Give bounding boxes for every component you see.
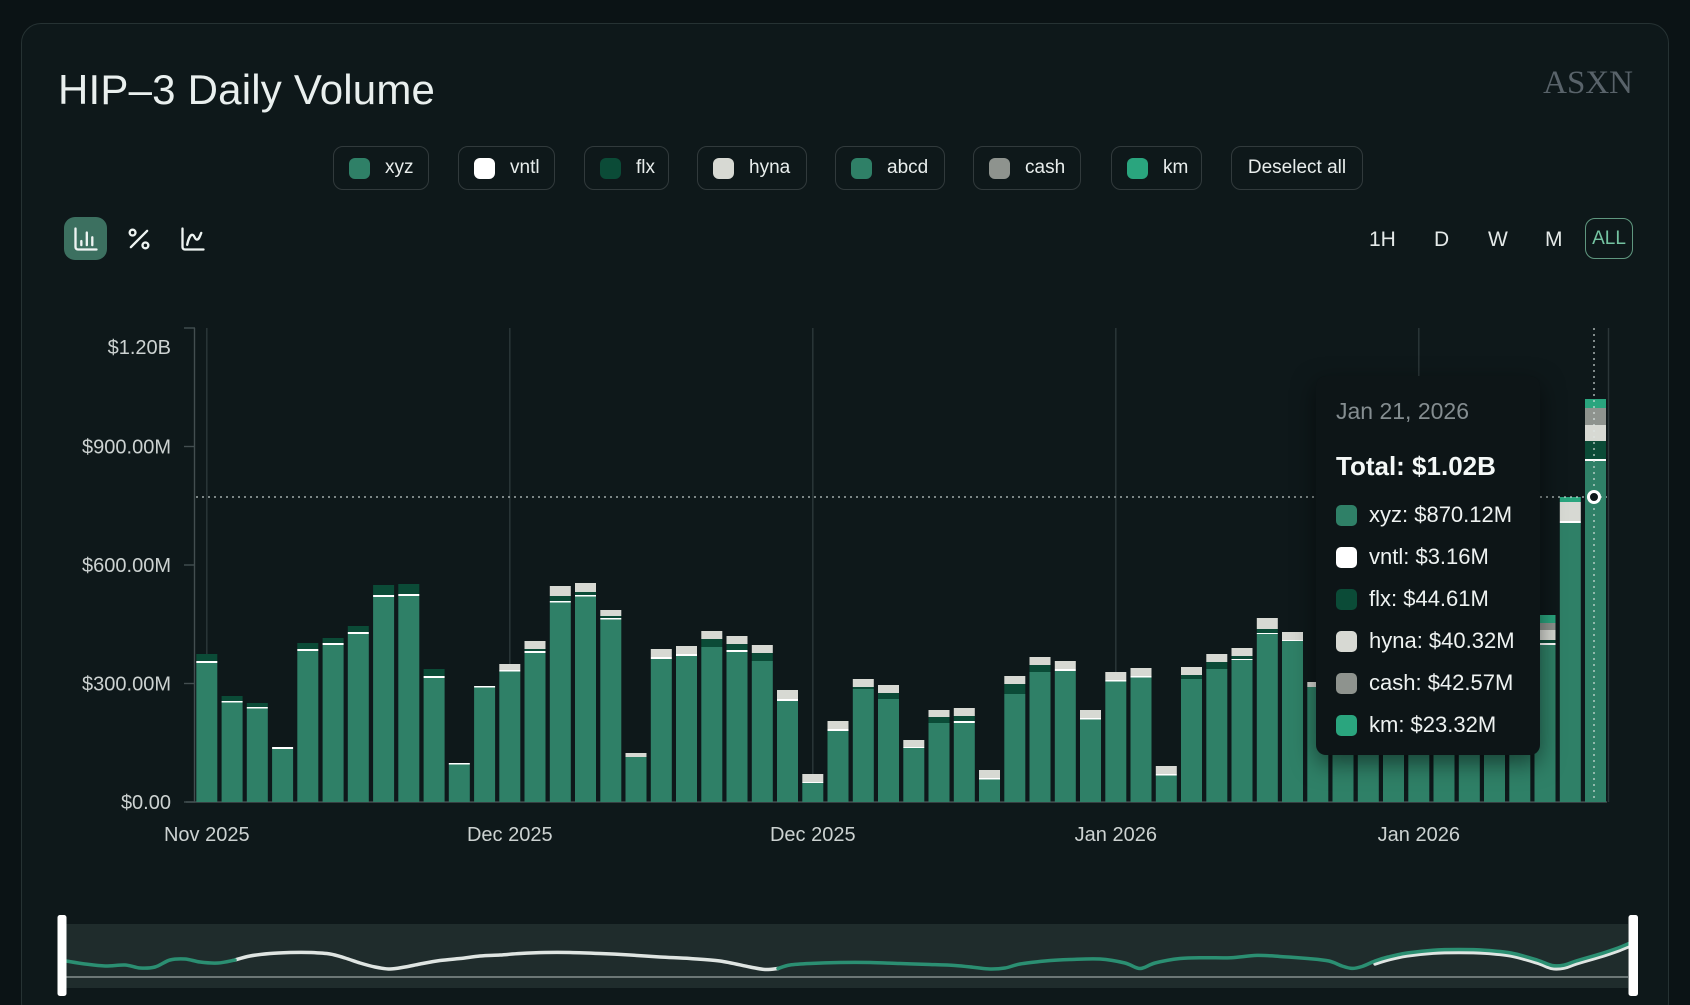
svg-text:Dec 2025: Dec 2025 [770,824,856,846]
svg-text:$900.00M: $900.00M [82,437,171,459]
svg-text:$600.00M: $600.00M [82,555,171,577]
svg-text:$300.00M: $300.00M [82,674,171,696]
svg-text:Nov 2025: Nov 2025 [164,824,250,846]
svg-text:Jan 2026: Jan 2026 [1378,824,1460,846]
svg-text:Jan 2026: Jan 2026 [1075,824,1157,846]
svg-text:Dec 2025: Dec 2025 [467,824,553,846]
svg-text:$0.00: $0.00 [121,792,171,814]
svg-text:$1.20B: $1.20B [108,337,171,359]
